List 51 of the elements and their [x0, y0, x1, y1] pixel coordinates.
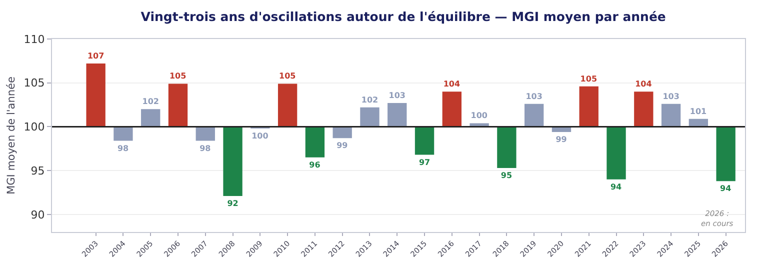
- y-tick-label: 100: [24, 120, 45, 134]
- bar: [442, 92, 462, 127]
- data-label: 107: [87, 52, 104, 61]
- bar: [388, 103, 407, 127]
- y-tick-label: 105: [24, 76, 45, 90]
- data-label: 99: [556, 134, 568, 144]
- data-label: 103: [662, 92, 680, 101]
- data-label: 96: [309, 160, 321, 170]
- bar: [524, 104, 544, 127]
- bar: [661, 104, 681, 127]
- data-label: 98: [200, 144, 212, 153]
- data-label: 105: [580, 74, 598, 84]
- data-label: 94: [720, 184, 732, 194]
- bar: [634, 92, 654, 127]
- bar: [305, 126, 325, 158]
- y-tick-label: 90: [30, 208, 45, 222]
- data-label: 101: [690, 106, 707, 116]
- bar: [168, 84, 188, 127]
- data-label: 102: [361, 95, 378, 104]
- bar: [716, 126, 736, 182]
- data-label: 103: [388, 91, 406, 100]
- bar: [414, 126, 434, 155]
- chart-title: Vingt-trois ans d'oscillations autour de l'équilibre — MGI moyen par année: [140, 8, 666, 24]
- bar: [579, 86, 598, 127]
- data-label: 102: [142, 97, 159, 106]
- bar: [86, 64, 106, 127]
- data-label: 92: [227, 199, 238, 208]
- data-label: 94: [610, 182, 622, 192]
- bar: [141, 109, 160, 127]
- bar: [278, 84, 298, 127]
- bar: [114, 126, 133, 141]
- data-label: 104: [443, 80, 460, 89]
- data-label: 100: [252, 131, 269, 140]
- bar: [196, 126, 215, 141]
- bar: [360, 107, 380, 127]
- data-label: 104: [635, 80, 652, 89]
- data-label: 100: [470, 111, 488, 120]
- data-label: 105: [169, 72, 187, 81]
- bar: [332, 126, 352, 138]
- y-tick-label: 110: [24, 32, 45, 46]
- data-label: 105: [279, 72, 296, 81]
- data-label: 98: [117, 144, 129, 153]
- y-axis-title: MGI moyen de l'année: [6, 76, 18, 194]
- bar: [606, 126, 626, 180]
- bar: [223, 126, 242, 196]
- data-label: 103: [526, 92, 542, 101]
- data-label: 95: [500, 170, 512, 180]
- data-label: 99: [336, 141, 348, 150]
- y-tick-label: 95: [30, 164, 45, 178]
- data-label: 97: [418, 158, 430, 167]
- bar: [497, 126, 516, 168]
